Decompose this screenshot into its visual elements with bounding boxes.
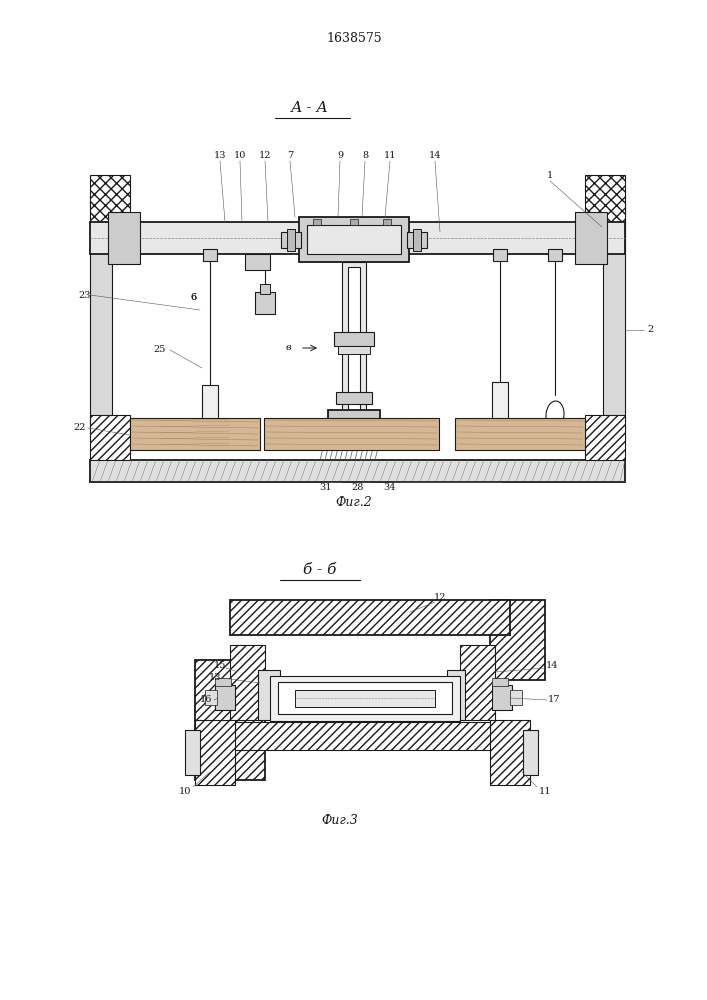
Bar [90, 460, 625, 482]
Bar [313, 219, 321, 225]
Bar [90, 222, 625, 254]
Text: 17: 17 [548, 696, 560, 704]
Bar [490, 600, 545, 680]
Bar [307, 225, 401, 254]
Ellipse shape [491, 421, 509, 443]
Bar [299, 217, 409, 262]
Text: 9: 9 [337, 150, 343, 159]
Text: 12: 12 [259, 150, 271, 159]
Bar [215, 685, 235, 710]
Text: 14: 14 [428, 150, 441, 159]
Bar [490, 720, 530, 785]
Bar [334, 332, 374, 346]
Circle shape [350, 239, 358, 247]
Bar [523, 730, 538, 775]
Text: 22: 22 [74, 424, 86, 432]
Ellipse shape [546, 401, 564, 429]
Text: Фиг.2: Фиг.2 [336, 495, 373, 508]
Text: 1: 1 [547, 170, 553, 180]
Bar [324, 426, 384, 436]
Text: 10: 10 [234, 150, 246, 159]
Bar [585, 415, 625, 460]
Bar [260, 284, 270, 294]
Text: 16: 16 [200, 696, 212, 704]
Text: 8: 8 [362, 150, 368, 159]
Text: 28: 28 [352, 484, 364, 492]
Bar [447, 670, 465, 720]
Bar [350, 219, 358, 225]
Bar [185, 730, 200, 775]
Bar [245, 254, 270, 270]
Text: 6: 6 [190, 294, 196, 302]
Text: 13: 13 [214, 150, 226, 159]
Bar [383, 219, 391, 225]
Bar [90, 415, 130, 460]
Bar [295, 690, 435, 707]
Bar [336, 392, 372, 404]
Circle shape [370, 239, 378, 247]
Bar [455, 418, 585, 450]
Bar [90, 175, 130, 223]
Bar [270, 676, 460, 721]
Text: 12: 12 [434, 592, 446, 601]
Text: 7: 7 [287, 150, 293, 159]
Bar [603, 195, 625, 440]
Text: 10: 10 [179, 788, 191, 796]
Text: 11: 11 [539, 788, 551, 796]
Bar [108, 212, 140, 264]
Text: 31: 31 [319, 484, 332, 492]
Bar [258, 670, 280, 720]
Bar [493, 249, 507, 261]
Bar [287, 229, 295, 251]
Bar [230, 645, 265, 720]
Text: А - А: А - А [291, 101, 329, 115]
Bar [348, 267, 360, 413]
Text: б - б: б - б [303, 563, 337, 577]
Text: 1638575: 1638575 [326, 31, 382, 44]
Bar [230, 722, 510, 750]
Text: Фиг.3: Фиг.3 [322, 814, 358, 826]
Bar [90, 195, 112, 440]
Text: 6: 6 [190, 294, 196, 302]
Bar [510, 690, 522, 705]
Text: 25: 25 [154, 346, 166, 355]
Text: 34: 34 [384, 484, 396, 492]
Bar [492, 678, 508, 686]
Text: 13: 13 [209, 674, 221, 682]
Bar [278, 682, 452, 714]
Text: в: в [285, 344, 291, 353]
Bar [255, 292, 275, 314]
Bar [338, 346, 370, 354]
Bar [195, 720, 235, 785]
Text: 14: 14 [546, 660, 559, 670]
Text: 23: 23 [78, 290, 91, 300]
Ellipse shape [116, 227, 134, 249]
Ellipse shape [201, 421, 219, 443]
Bar [230, 600, 510, 635]
Bar [215, 678, 231, 686]
Bar [264, 418, 439, 450]
Bar [328, 410, 380, 426]
Bar [492, 685, 512, 710]
Text: 2: 2 [647, 326, 653, 334]
Bar [548, 249, 562, 261]
Text: 15: 15 [214, 660, 226, 670]
Polygon shape [452, 682, 465, 714]
Circle shape [320, 239, 328, 247]
Bar [407, 232, 427, 248]
Bar [130, 418, 260, 450]
Bar [575, 212, 607, 264]
Text: 11: 11 [384, 150, 396, 159]
Bar [205, 690, 217, 705]
Bar [492, 382, 508, 420]
Polygon shape [265, 682, 278, 714]
Bar [281, 232, 301, 248]
Bar [202, 385, 218, 420]
Bar [413, 229, 421, 251]
Bar [195, 660, 265, 780]
Bar [460, 645, 495, 720]
Bar [585, 175, 625, 223]
Bar [342, 262, 366, 438]
Bar [203, 249, 217, 261]
